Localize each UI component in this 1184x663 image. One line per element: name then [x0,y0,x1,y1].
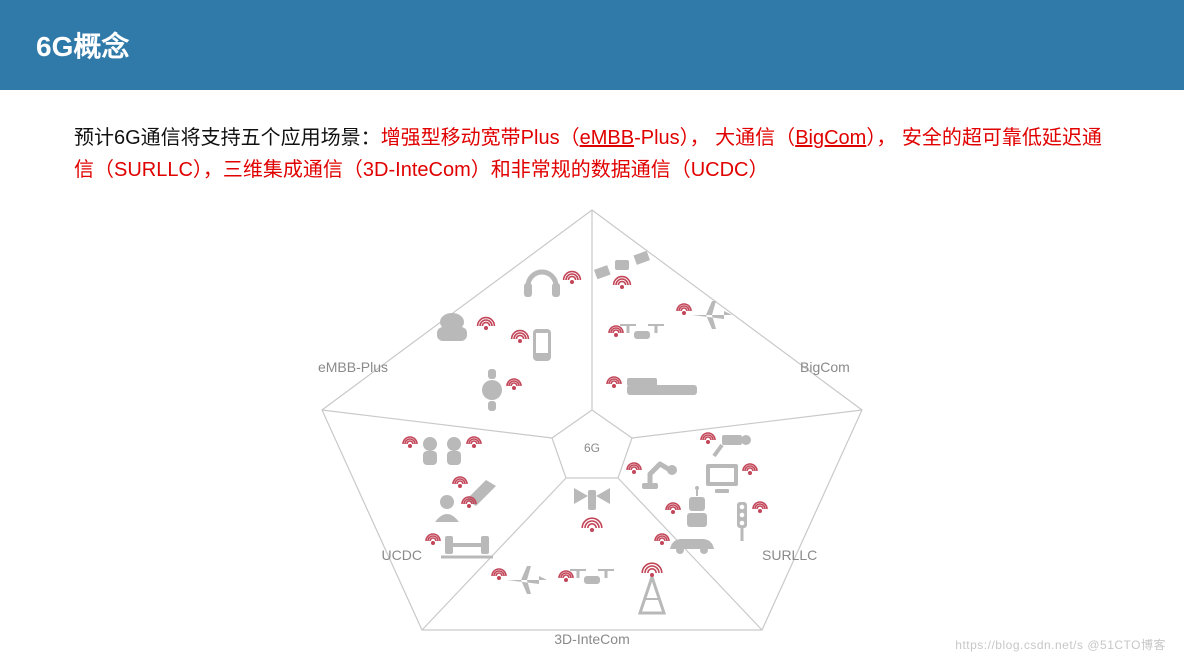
watermark-text: https://blog.csdn.net/s @51CTO博客 [955,636,1166,653]
svg-text:UCDC: UCDC [382,547,422,563]
svg-text:SURLLC: SURLLC [762,547,817,563]
pentagon-diagram: 6G eMBB-Plus BigCom SURLLC 3D-InteCom UCDC [0,200,1184,655]
title-banner: 6G概念 [0,0,1184,90]
svg-text:3D-InteCom: 3D-InteCom [554,631,629,647]
desc-red-1: 增强型移动宽带Plus（ [381,127,580,149]
desc-prefix: 预计6G通信将支持五个应用场景： [74,127,381,149]
svg-text:BigCom: BigCom [800,359,850,375]
description-paragraph: 预计6G通信将支持五个应用场景：增强型移动宽带Plus（eMBB-Plus）， … [0,90,1184,186]
svg-text:6G: 6G [584,441,600,455]
desc-ul-bigcom: BigCom [795,127,866,149]
svg-text:eMBB-Plus: eMBB-Plus [318,359,388,375]
page-title: 6G概念 [36,25,129,65]
desc-ul-embb: eMBB [580,127,634,149]
desc-red-2: -Plus）， 大通信（ [634,127,795,149]
